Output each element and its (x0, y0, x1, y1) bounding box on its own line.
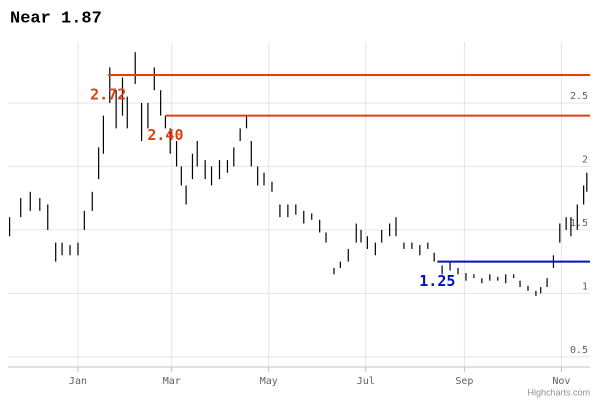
credit: Highcharts.com (527, 387, 590, 397)
x-tick-label: Sep (455, 376, 473, 387)
y-tick-label: 2 (582, 154, 588, 165)
x-tick-label: Nov (552, 376, 570, 387)
y-tick-label: 0.5 (570, 345, 588, 356)
x-tick-label: Jan (69, 376, 87, 387)
level-label: 1.25 (419, 272, 455, 290)
x-tick-label: Mar (163, 376, 181, 387)
level-label: 2.72 (90, 86, 126, 104)
level-label: 2.40 (147, 126, 183, 144)
y-tick-label: 1.5 (570, 218, 588, 229)
x-tick-label: Jul (357, 376, 375, 387)
y-tick-label: 1 (582, 281, 588, 292)
y-tick-label: 2.5 (570, 91, 588, 102)
x-tick-label: May (260, 376, 278, 387)
chart-title: Near 1.87 (10, 9, 102, 28)
